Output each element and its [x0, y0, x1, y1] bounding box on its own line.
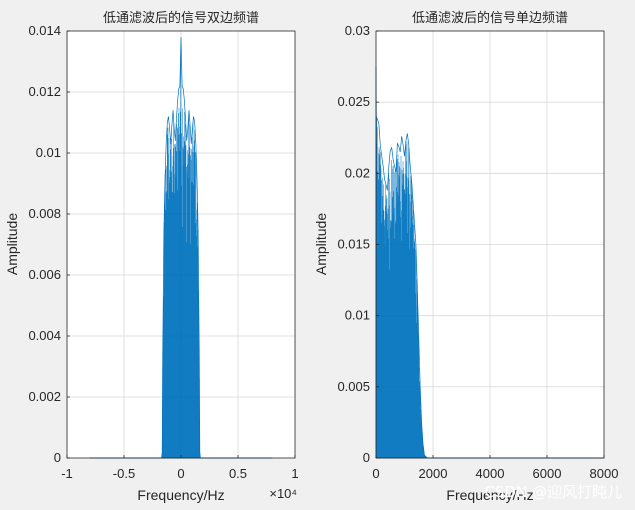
left-axes: -1 -0.5 0 0.5 1 0 0.002 0.004 0.006 0.008 0.01 0.01…	[4, 10, 299, 503]
right-x-tick-label: 2000	[419, 466, 448, 481]
right-y-tick-label: 0.03	[345, 23, 370, 38]
right-ticks: 0 2000 4000 6000 8000 0 0.005 0.01 0.015 0.02 0.02…	[337, 23, 618, 481]
left-y-tick-label: 0.012	[28, 84, 61, 99]
left-x-tick-label: -1	[61, 466, 73, 481]
left-y-tick-label: 0.006	[28, 267, 61, 282]
right-y-tick-label: 0.01	[345, 308, 370, 323]
left-x-tick-label: 0	[177, 466, 184, 481]
left-x-tick-label: 1	[291, 466, 298, 481]
left-chart-title: 低通滤波后的信号双边频谱	[103, 10, 259, 25]
right-series-line	[375, 66, 604, 459]
right-y-tick-label: 0.025	[337, 94, 370, 109]
right-x-tick-label: 8000	[590, 466, 619, 481]
left-x-exponent-label: ×10⁴	[269, 486, 297, 501]
left-ticks: -1 -0.5 0 0.5 1 0 0.002 0.004 0.006 0.008 0.01 0.01…	[28, 23, 298, 481]
left-y-tick-label: 0	[54, 450, 61, 465]
right-axes: 0 2000 4000 6000 8000 0 0.005 0.01 0.015 0.02 0.02…	[313, 10, 618, 503]
right-y-tick-label: 0.005	[337, 379, 370, 394]
right-y-tick-label: 0.015	[337, 237, 370, 252]
left-y-tick-label: 0.014	[28, 23, 61, 38]
left-x-tick-label: 0.5	[229, 466, 247, 481]
right-x-tick-label: 4000	[476, 466, 505, 481]
right-y-axis-label: Amplitude	[313, 213, 329, 275]
right-chart-title: 低通滤波后的信号单边频谱	[412, 10, 568, 25]
right-y-tick-label: 0.02	[345, 165, 370, 180]
left-y-tick-label: 0.01	[36, 145, 61, 160]
right-y-tick-label: 0	[363, 450, 370, 465]
left-y-axis-label: Amplitude	[4, 213, 20, 275]
right-x-axis-label: Frequency/Hz	[446, 487, 533, 503]
left-y-tick-label: 0.004	[28, 328, 61, 343]
right-x-tick-label: 6000	[533, 466, 562, 481]
right-x-tick-label: 0	[372, 466, 379, 481]
left-x-tick-label: -0.5	[113, 466, 135, 481]
left-x-axis-label: Frequency/Hz	[137, 487, 224, 503]
watermark: CSDN @迎风打盹儿	[484, 483, 622, 501]
left-y-tick-label: 0.008	[28, 206, 61, 221]
left-y-tick-label: 0.002	[28, 389, 61, 404]
left-series-line	[89, 37, 273, 459]
